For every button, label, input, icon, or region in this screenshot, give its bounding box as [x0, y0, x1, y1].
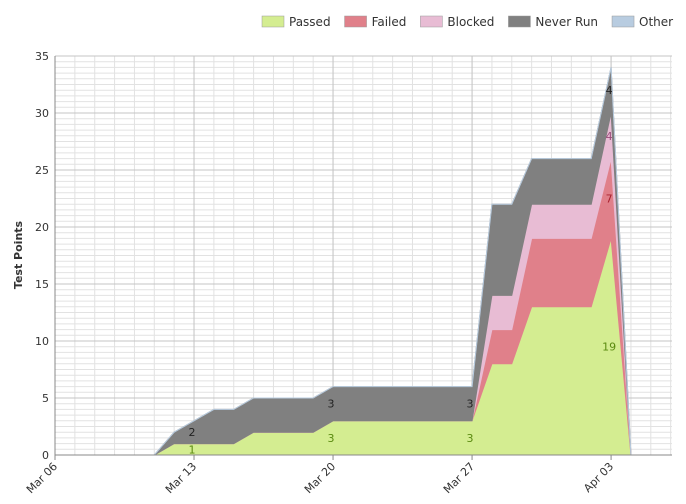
y-tick-label: 30 [35, 107, 49, 120]
y-tick-label: 35 [35, 50, 49, 63]
x-tick-label: Mar 06 [24, 460, 60, 496]
data-label: 7 [606, 193, 613, 206]
legend-label: Passed [289, 15, 331, 29]
data-label: 3 [328, 398, 335, 411]
legend-swatch [261, 15, 285, 28]
data-label: 4 [606, 84, 613, 97]
y-axis-label: Test Points [12, 220, 25, 289]
data-label: 2 [189, 426, 196, 439]
x-tick-label: Mar 20 [302, 460, 338, 496]
data-label: 19 [602, 341, 616, 354]
x-tick-label: Mar 13 [163, 460, 199, 496]
x-tick-label: Apr 03 [581, 460, 616, 495]
data-label: 3 [467, 432, 474, 445]
y-tick-label: 10 [35, 335, 49, 348]
x-tick-label: Mar 27 [441, 460, 477, 496]
data-label: 3 [467, 398, 474, 411]
legend: Passed Failed Blocked Never Run Other [261, 15, 673, 29]
y-tick-label: 15 [35, 278, 49, 291]
data-label: 1 [189, 443, 196, 456]
y-tick-label: 5 [42, 392, 49, 405]
y-tick-label: 0 [42, 449, 49, 462]
data-label: 3 [328, 432, 335, 445]
legend-label: Other [639, 15, 673, 29]
legend-label: Blocked [447, 15, 494, 29]
y-tick-label: 25 [35, 164, 49, 177]
legend-swatch [611, 15, 635, 28]
legend-label: Never Run [535, 15, 598, 29]
legend-swatch [508, 15, 531, 28]
y-tick-label: 20 [35, 221, 49, 234]
data-label: 4 [606, 130, 613, 143]
legend-swatch [420, 15, 443, 28]
legend-label: Failed [372, 15, 407, 29]
legend-swatch [344, 15, 367, 28]
